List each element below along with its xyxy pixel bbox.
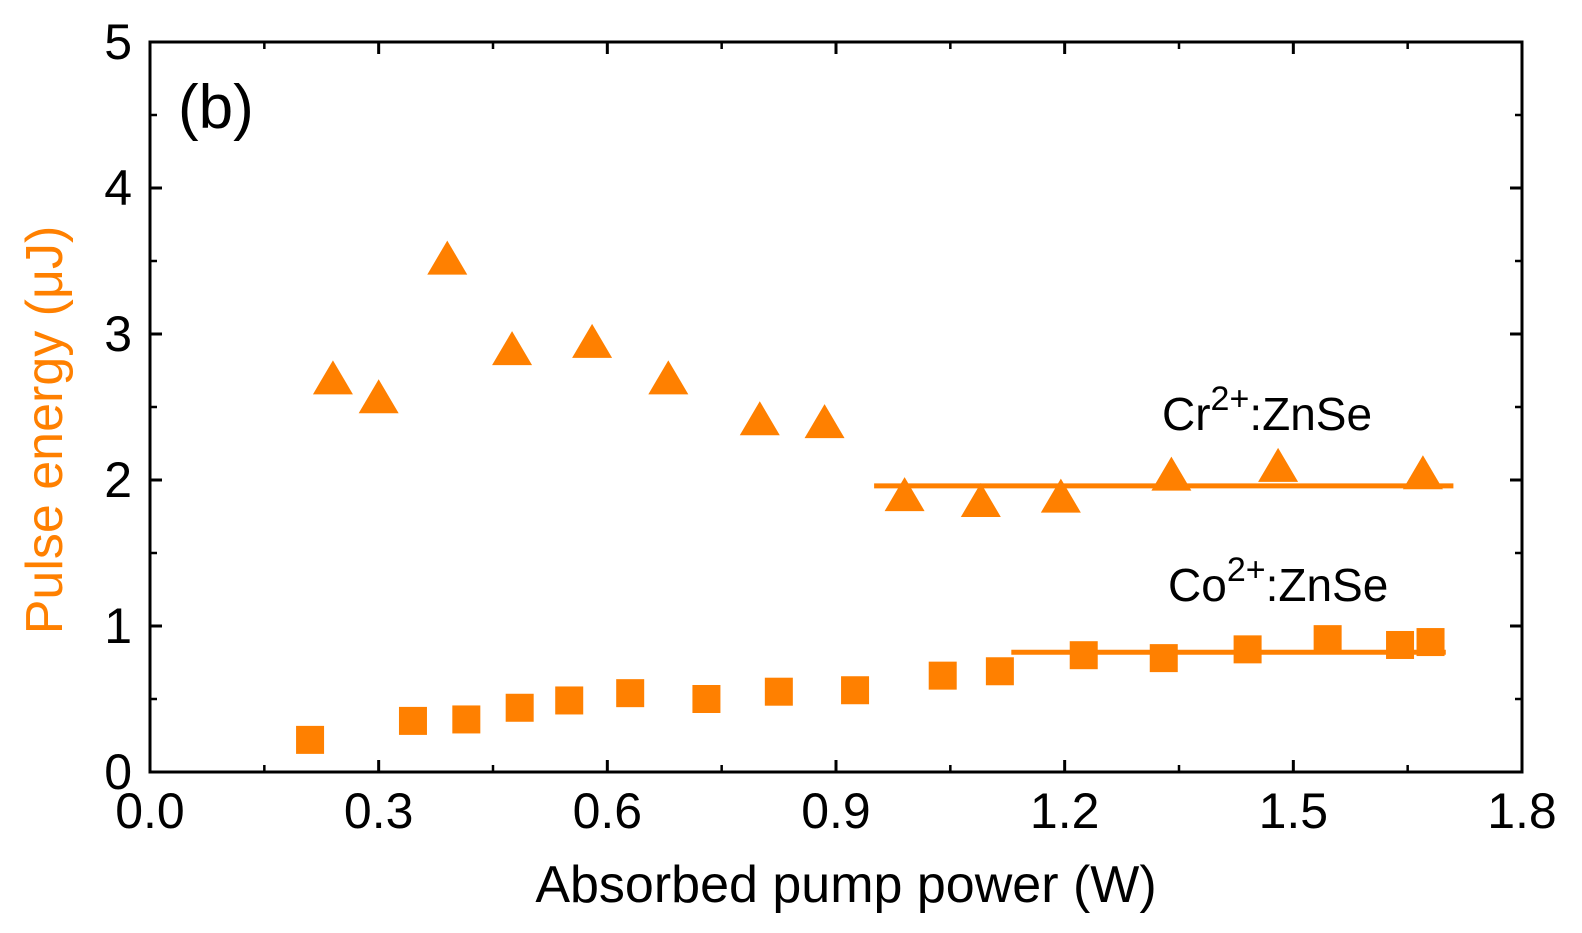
square-point xyxy=(1313,625,1342,654)
panel-label: (b) xyxy=(178,73,254,142)
y-tick-label: 1 xyxy=(104,598,132,654)
x-tick-label: 0.0 xyxy=(115,783,185,839)
data-points xyxy=(296,240,1445,754)
square-point xyxy=(1233,635,1262,664)
y-tick-label: 5 xyxy=(104,14,132,70)
series-label-main: Cr xyxy=(1162,388,1211,440)
tick-labels: 0.0 0.3 0.6 0.9 1.2 1.5 1.8 0 1 2 3 4 5 xyxy=(104,14,1557,839)
square-point xyxy=(928,661,957,690)
x-tick-label: 0.6 xyxy=(573,783,643,839)
y-tick-label: 2 xyxy=(104,452,132,508)
square-point xyxy=(616,679,645,708)
triangle-point xyxy=(492,331,533,366)
square-point xyxy=(555,686,584,715)
triangle-point xyxy=(312,360,353,395)
triangle-point xyxy=(1402,455,1443,490)
x-axis-title: Absorbed pump power (W) xyxy=(535,856,1156,914)
square-point xyxy=(1149,644,1178,673)
series-label-rest: :ZnSe xyxy=(1249,388,1372,440)
series-label-co-znse: Co2+:ZnSe xyxy=(1168,551,1388,611)
series-label-rest: :ZnSe xyxy=(1266,559,1389,611)
series-label-main: Co xyxy=(1168,559,1227,611)
x-tick-label: 0.3 xyxy=(344,783,414,839)
y-tick-label: 4 xyxy=(104,160,132,216)
triangle-point xyxy=(1151,456,1192,491)
triangle-point xyxy=(358,379,399,414)
triangle-point xyxy=(1258,447,1299,482)
triangle-point xyxy=(884,477,925,512)
x-tick-label: 0.9 xyxy=(801,783,871,839)
square-point xyxy=(452,705,481,734)
square-point xyxy=(505,693,534,722)
y-axis-title: Pulse energy (μJ) xyxy=(16,226,74,635)
x-tick-label: 1.8 xyxy=(1487,783,1557,839)
x-tick-label: 1.5 xyxy=(1259,783,1329,839)
square-point xyxy=(841,676,870,705)
square-point xyxy=(296,725,325,754)
x-tick-label: 1.2 xyxy=(1030,783,1100,839)
y-tick-label: 3 xyxy=(104,306,132,362)
series-label-superscript: 2+ xyxy=(1211,380,1250,418)
square-point xyxy=(398,706,427,735)
triangle-point xyxy=(804,404,845,439)
square-point xyxy=(764,677,793,706)
triangle-point xyxy=(739,401,780,436)
axis-ticks xyxy=(148,40,1524,774)
triangle-point xyxy=(427,240,468,275)
triangle-point xyxy=(572,323,613,358)
series-label-superscript: 2+ xyxy=(1227,551,1266,589)
triangle-point xyxy=(1040,478,1081,513)
square-point xyxy=(1416,628,1445,657)
square-point xyxy=(985,657,1014,686)
series-label-cr-znse: Cr2+:ZnSe xyxy=(1162,380,1372,440)
square-point xyxy=(692,685,721,713)
triangle-point xyxy=(960,482,1001,517)
y-tick-label: 0 xyxy=(104,744,132,800)
triangle-point xyxy=(648,360,689,395)
square-point xyxy=(1386,630,1415,659)
square-point xyxy=(1069,641,1098,670)
